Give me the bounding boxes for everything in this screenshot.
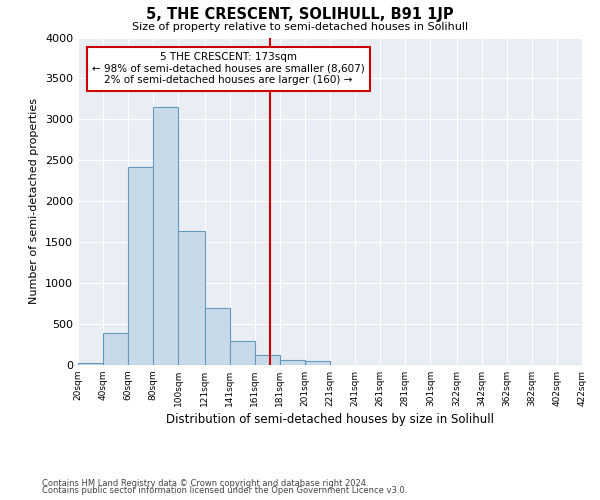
Y-axis label: Number of semi-detached properties: Number of semi-detached properties [29,98,40,304]
Bar [153,107,178,365]
Bar [255,355,280,365]
X-axis label: Distribution of semi-detached houses by size in Solihull: Distribution of semi-detached houses by … [166,413,494,426]
Text: 5, THE CRESCENT, SOLIHULL, B91 1JP: 5, THE CRESCENT, SOLIHULL, B91 1JP [146,8,454,22]
Text: Contains HM Land Registry data © Crown copyright and database right 2024.: Contains HM Land Registry data © Crown c… [42,478,368,488]
Bar [178,230,205,365]
Text: Size of property relative to semi-detached houses in Solihull: Size of property relative to semi-detach… [132,22,468,32]
Bar [78,362,103,365]
Bar [205,308,230,365]
Text: Contains public sector information licensed under the Open Government Licence v3: Contains public sector information licen… [42,486,407,495]
Text: 5 THE CRESCENT: 173sqm
← 98% of semi-detached houses are smaller (8,607)
2% of s: 5 THE CRESCENT: 173sqm ← 98% of semi-det… [92,52,365,86]
Bar [103,333,128,365]
Bar [230,341,255,365]
Bar [128,167,153,365]
Bar [280,360,305,365]
Bar [305,361,330,365]
